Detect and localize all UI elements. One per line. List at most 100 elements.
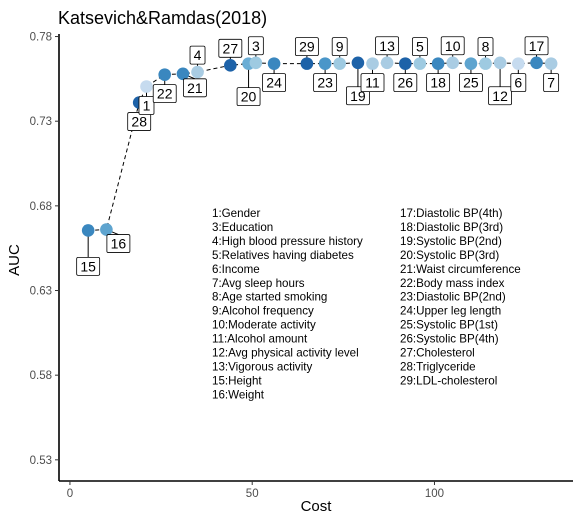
data-point — [333, 57, 346, 70]
legend-entry: 13:Vigorous activity — [212, 360, 313, 373]
point-label-box — [375, 36, 399, 56]
legend-entry: 7:Avg sleep hours — [212, 277, 305, 290]
legend-entry: 3:Education — [212, 221, 273, 234]
point-label-box — [152, 84, 177, 104]
x-tick-label: 100 — [425, 488, 444, 500]
y-axis-title: AUC — [6, 244, 23, 276]
legend-entry: 22:Body mass index — [400, 277, 505, 290]
data-point — [176, 67, 190, 81]
data-point — [512, 57, 525, 70]
point-label-box — [138, 96, 155, 115]
point-label: 27 — [223, 40, 239, 56]
point-label-box — [543, 73, 560, 93]
data-point — [267, 57, 281, 70]
data-point — [446, 56, 460, 70]
legend-entry: 16:Weight — [212, 388, 265, 401]
legend-entry: 28:Triglyceride — [400, 360, 476, 373]
legend-entry: 26:Systolic BP(4th) — [400, 333, 499, 346]
point-label-box — [76, 257, 101, 276]
point-label: 28 — [131, 114, 147, 130]
x-tick-label: 0 — [67, 488, 73, 500]
data-point — [224, 59, 237, 72]
legend-entry: 12:Avg physical activity level — [212, 347, 359, 360]
point-label: 1 — [143, 97, 151, 113]
point-label-box — [247, 36, 264, 56]
x-tick-label: 50 — [246, 488, 259, 500]
data-point — [493, 56, 507, 70]
data-point — [140, 80, 153, 93]
x-axis-ticks: 0 50 100 — [67, 481, 444, 500]
legend-entry: 11:Alcohol amount — [212, 333, 308, 346]
legend-entry: 4:High blood pressure history — [212, 235, 363, 248]
data-point — [431, 57, 445, 70]
point-label: 12 — [492, 88, 508, 104]
legend-entry: 29:LDL-cholesterol — [400, 374, 497, 387]
point-label: 17 — [529, 38, 545, 54]
point-label: 29 — [299, 39, 315, 55]
legend-entry: 8:Age started smoking — [212, 291, 327, 304]
point-label: 9 — [336, 39, 344, 55]
data-point — [530, 56, 543, 70]
data-point — [249, 56, 263, 70]
y-axis-ticks: 0.53 0.58 0.63 0.68 0.73 0.78 — [30, 32, 59, 467]
y-tick-label: 0.63 — [30, 286, 52, 298]
point-label-box — [488, 86, 512, 106]
legend-right-column: 17:Diastolic BP(4th)18:Diastolic BP(3rd)… — [400, 207, 521, 387]
chart-title: Katsevich&Ramdas(2018) — [58, 8, 267, 28]
point-label-box — [294, 37, 319, 57]
point-label-box — [218, 38, 243, 58]
data-point — [100, 223, 113, 236]
legend-entry: 17:Diastolic BP(4th) — [400, 207, 503, 220]
point-label: 21 — [187, 80, 203, 96]
point-label-box — [411, 37, 428, 57]
data-point — [544, 57, 558, 70]
y-tick-label: 0.58 — [30, 370, 52, 382]
legend-entry: 24:Upper leg length — [400, 305, 501, 318]
data-point — [380, 56, 394, 70]
point-label: 15 — [80, 258, 96, 274]
legend-entry: 19:Systolic BP(2nd) — [400, 235, 502, 248]
legend-entry: 5:Relatives having diabetes — [212, 249, 354, 262]
data-point — [300, 57, 314, 70]
point-label-box — [183, 78, 207, 98]
point-label-box — [313, 73, 338, 93]
point-label: 25 — [463, 75, 479, 91]
data-point — [158, 68, 172, 81]
data-point — [351, 56, 365, 70]
point-label-box — [106, 234, 131, 253]
point-label: 7 — [547, 75, 555, 91]
point-label: 20 — [241, 89, 257, 105]
legend-entry: 9:Alcohol frequency — [212, 305, 314, 318]
y-tick-label: 0.53 — [30, 455, 52, 467]
y-tick-label: 0.68 — [30, 201, 52, 213]
point-label-box — [236, 87, 261, 107]
point-label-box — [459, 73, 483, 93]
point-label: 8 — [482, 39, 490, 55]
data-point — [81, 224, 95, 237]
y-tick-label: 0.78 — [30, 32, 52, 44]
point-label-box — [426, 73, 451, 93]
point-label-box — [440, 36, 465, 56]
plot-area: 0.530.580.630.680.730.78 0 50 100 15162812… — [30, 32, 573, 500]
data-point — [191, 65, 204, 79]
point-label: 24 — [266, 75, 282, 91]
data-points — [81, 56, 558, 237]
point-label-box — [262, 73, 286, 93]
legend-entry: 23:Diastolic BP(2nd) — [400, 291, 506, 304]
point-label: 3 — [252, 38, 260, 54]
point-label: 13 — [379, 38, 395, 54]
legend-entry: 27:Cholesterol — [400, 347, 475, 360]
legend-entry: 20:Systolic BP(3rd) — [400, 249, 499, 262]
point-label: 11 — [365, 75, 380, 91]
data-point — [413, 57, 427, 70]
point-label: 4 — [194, 47, 202, 63]
point-label-box — [524, 36, 549, 56]
point-label: 22 — [157, 86, 173, 102]
legend-entry: 6:Income — [212, 263, 260, 276]
data-point — [366, 57, 379, 70]
legend-entry: 1:Gender — [212, 207, 260, 220]
point-label-box — [189, 45, 206, 65]
